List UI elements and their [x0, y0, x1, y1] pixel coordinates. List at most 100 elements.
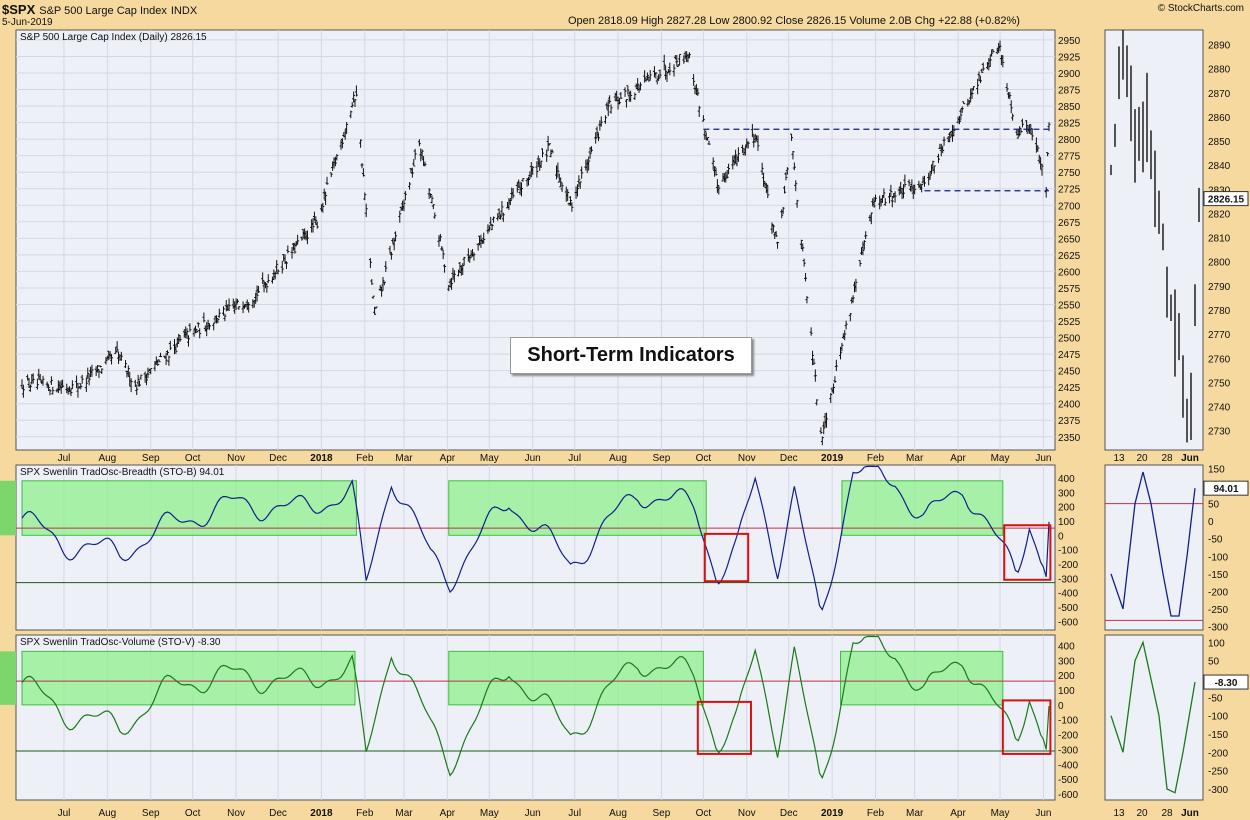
volume-panel-title: SPX Swenlin TradOsc-Volume (STO-V) -8.30	[20, 637, 221, 648]
x-tick-label: Dec	[780, 808, 798, 819]
breadth-panel-title: SPX Swenlin TradOsc-Breadth (STO-B) 94.0…	[20, 467, 225, 478]
price-y-tick: 2350	[1058, 433, 1081, 444]
breadth-last-tag: 94.01	[1213, 484, 1238, 495]
price-y-tick: 2700	[1058, 201, 1081, 212]
overbought-zone	[840, 650, 1004, 706]
inset-price-tick: 2890	[1208, 40, 1231, 51]
oversold-highlight-box	[1003, 524, 1052, 581]
inset-price-tick: 2870	[1208, 89, 1231, 100]
inset-price-tick: 2740	[1208, 403, 1231, 414]
osc-y-tick: -400	[1058, 760, 1078, 771]
x-tick-label: Oct	[696, 808, 712, 819]
osc-y-tick: -100	[1058, 716, 1078, 727]
price-y-tick: 2650	[1058, 234, 1081, 245]
osc-y-tick: 300	[1058, 488, 1075, 499]
x-tick-label: Jul	[58, 808, 71, 819]
breadth-last-tag-box	[1203, 480, 1249, 496]
ohlc-readout: Open 2818.09 High 2827.28 Low 2800.92 Cl…	[568, 15, 1020, 27]
exchange: INDX	[170, 5, 198, 17]
inset-breadth-line	[1110, 471, 1196, 617]
x-tick-label: Sep	[653, 808, 671, 819]
x-tick-label: Feb	[867, 453, 885, 464]
x-tick-label: Mar	[395, 808, 413, 819]
price-y-tick: 2750	[1058, 168, 1081, 179]
osc-y-tick: -300	[1058, 574, 1078, 585]
osc-y-tick: -400	[1058, 589, 1078, 600]
x-tick-label: Nov	[738, 808, 756, 819]
x-tick-label: Dec	[269, 808, 287, 819]
x-tick-label: Nov	[227, 453, 245, 464]
osc-y-tick: -500	[1058, 603, 1078, 614]
zone-edge	[0, 651, 16, 705]
x-tick-label: Sep	[142, 453, 160, 464]
x-tick-label: Sep	[142, 808, 160, 819]
x-tick-label: Mar	[906, 453, 924, 464]
x-tick-label: Apr	[950, 808, 966, 819]
oversold-highlight-box	[696, 700, 752, 755]
x-tick-label: Aug	[609, 808, 627, 819]
x-tick-label: Feb	[356, 453, 374, 464]
osc-y-tick: 200	[1058, 503, 1075, 514]
x-tick-label: Apr	[440, 808, 456, 819]
inset-osc-tick: 50	[1208, 657, 1220, 668]
inset-x-tick: 13	[1113, 808, 1125, 819]
osc-y-tick: -500	[1058, 775, 1078, 786]
price-y-tick: 2900	[1058, 69, 1081, 80]
inset-price-tick: 2820	[1208, 209, 1231, 220]
inset-price-tick: 2800	[1208, 258, 1231, 269]
x-tick-label: Jul	[568, 808, 581, 819]
inset-x-tick: 20	[1136, 453, 1148, 464]
overbought-zone	[448, 650, 704, 706]
inset-price-tick: 2880	[1208, 65, 1231, 76]
x-tick-label: Jul	[568, 453, 581, 464]
price-y-tick: 2475	[1058, 350, 1081, 361]
osc-y-tick: -600	[1058, 790, 1078, 801]
price-y-tick: 2600	[1058, 267, 1081, 278]
x-tick-label: Sep	[653, 453, 671, 464]
breadth-series-line	[21, 465, 1050, 611]
x-tick-label: Aug	[98, 808, 116, 819]
osc-y-tick: -300	[1058, 745, 1078, 756]
inset-osc-tick: 100	[1208, 638, 1225, 649]
x-tick-label: May	[480, 808, 499, 819]
x-tick-label: Jun	[525, 453, 541, 464]
osc-y-tick: 400	[1058, 474, 1075, 485]
inset-price-tick: 2850	[1208, 137, 1231, 148]
price-y-tick: 2850	[1058, 102, 1081, 113]
price-y-tick: 2800	[1058, 135, 1081, 146]
x-tick-label: Oct	[185, 453, 201, 464]
zone-edge	[0, 480, 16, 536]
price-y-tick: 2775	[1058, 152, 1081, 163]
osc-y-tick: 400	[1058, 641, 1075, 652]
inset-panel-0	[1104, 29, 1204, 451]
inset-osc-tick: -300	[1208, 622, 1228, 633]
inset-price-tick: 2760	[1208, 354, 1231, 365]
price-y-tick: 2575	[1058, 284, 1081, 295]
inset-volume-line	[1110, 640, 1196, 794]
inset-osc-tick: -200	[1208, 587, 1228, 598]
inset-x-tick: 20	[1136, 808, 1148, 819]
main-panel-0	[15, 29, 1056, 451]
chart-date: 5-Jun-2019	[2, 17, 53, 28]
x-tick-label: Jun	[525, 808, 541, 819]
price-y-tick: 2525	[1058, 317, 1081, 328]
inset-price-tick: 2770	[1208, 330, 1231, 341]
x-tick-label: Aug	[98, 453, 116, 464]
x-tick-label: Jul	[58, 453, 71, 464]
x-tick-label: Nov	[738, 453, 756, 464]
inset-osc-tick: -300	[1208, 785, 1228, 796]
osc-y-tick: 0	[1058, 701, 1064, 712]
inset-osc-tick: -200	[1208, 748, 1228, 759]
x-tick-label: Oct	[696, 453, 712, 464]
osc-y-tick: -200	[1058, 560, 1078, 571]
x-tick-label: Jun	[1035, 453, 1051, 464]
inset-osc-tick: 0	[1208, 517, 1214, 528]
price-y-tick: 2825	[1058, 119, 1081, 130]
osc-y-tick: 100	[1058, 517, 1075, 528]
overbought-zone	[841, 480, 1004, 536]
overbought-zone	[448, 480, 707, 536]
price-panel-title: S&P 500 Large Cap Index (Daily) 2826.15	[20, 32, 207, 43]
x-tick-label: Feb	[356, 808, 374, 819]
inset-osc-tick: -100	[1208, 712, 1228, 723]
inset-price-tick: 2810	[1208, 234, 1231, 245]
